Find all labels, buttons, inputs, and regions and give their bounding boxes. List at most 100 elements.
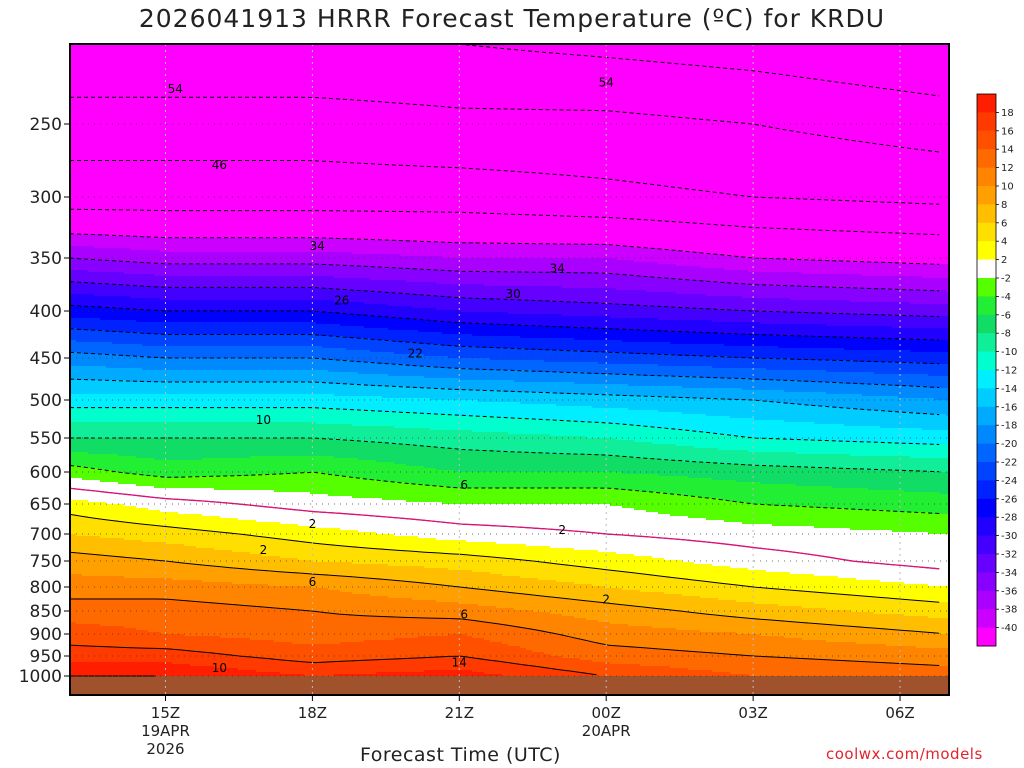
heat-cell [388, 254, 395, 269]
heat-cell [478, 402, 485, 417]
heat-cell [76, 270, 83, 283]
heat-cell [514, 360, 521, 371]
heat-cell [274, 438, 281, 457]
heat-cell [142, 310, 149, 323]
heat-cell [700, 564, 707, 583]
heat-cell [76, 662, 83, 677]
heat-cell [394, 254, 401, 269]
heat-cell [454, 400, 461, 417]
heat-cell [112, 308, 119, 321]
heat-cell [562, 504, 569, 549]
heat-cell [598, 374, 605, 385]
heat-cell [214, 238, 221, 253]
heat-cell [388, 640, 395, 661]
heat-cell [898, 362, 905, 375]
heat-cell [466, 542, 473, 557]
heat-cell [274, 538, 281, 557]
heat-cell [484, 660, 491, 675]
heat-cell [766, 272, 773, 287]
heat-cell [112, 368, 119, 381]
heat-cell [460, 620, 467, 635]
x-tick-label: 20APR [582, 722, 631, 740]
heat-cell [616, 364, 623, 375]
heat-cell [154, 510, 161, 527]
heat-cell [670, 460, 677, 477]
heat-cell [586, 374, 593, 385]
heat-cell [406, 282, 413, 295]
heat-cell [574, 672, 581, 677]
heat-cell [790, 336, 797, 349]
heat-cell [310, 562, 317, 575]
heat-cell [346, 350, 353, 361]
y-tick-label: 800 [30, 578, 62, 598]
heat-cell [646, 330, 653, 343]
heat-cell [478, 258, 485, 273]
heat-cell [106, 626, 113, 647]
heat-cell [460, 358, 467, 369]
source-credit[interactable]: coolwx.com/models [826, 745, 983, 763]
heat-cell [550, 614, 557, 635]
heat-cell [478, 606, 485, 623]
heat-cell [694, 44, 701, 253]
heat-cell [388, 376, 395, 387]
heat-cell [148, 598, 155, 633]
heat-cell [262, 322, 269, 335]
heat-cell [244, 346, 251, 359]
heat-cell [364, 386, 371, 397]
heat-cell [328, 276, 335, 289]
heat-cell [244, 534, 251, 553]
heat-cell [358, 302, 365, 315]
heat-cell [382, 340, 389, 353]
heat-cell [232, 370, 239, 383]
heat-cell [748, 298, 755, 311]
heat-cell [844, 578, 851, 595]
heat-cell [478, 450, 485, 473]
heat-cell [430, 670, 437, 677]
heat-cell [394, 566, 401, 581]
heat-cell [796, 440, 803, 455]
heat-cell [136, 322, 143, 333]
heat-cell [724, 270, 731, 283]
heat-cell [604, 258, 611, 275]
heat-cell [316, 288, 323, 301]
heat-cell [388, 318, 395, 331]
heat-cell [214, 550, 221, 567]
heat-cell [424, 282, 431, 297]
heat-cell [178, 600, 185, 635]
heat-cell [232, 552, 239, 569]
heat-cell [928, 534, 935, 587]
heat-cell [868, 372, 875, 385]
heat-cell [616, 246, 623, 261]
heat-cell [310, 334, 317, 347]
heat-cell [652, 458, 659, 475]
heat-cell [694, 388, 701, 399]
heat-cell [436, 388, 443, 401]
heat-cell [940, 648, 947, 667]
heat-cell [238, 238, 245, 253]
heat-cell [820, 624, 827, 641]
heat-cell [538, 326, 545, 339]
heat-cell [304, 346, 311, 359]
heat-cell [244, 458, 251, 477]
heat-cell [730, 400, 737, 419]
heat-cell [826, 314, 833, 327]
heat-cell [184, 300, 191, 311]
heat-cell [262, 408, 269, 423]
heat-cell [574, 340, 581, 351]
heat-cell [286, 492, 293, 525]
heat-cell [682, 252, 689, 267]
heat-cell [664, 412, 671, 429]
heat-cell [478, 272, 485, 285]
heat-cell [574, 454, 581, 473]
heat-cell [532, 488, 539, 505]
heat-cell [802, 336, 809, 349]
heat-cell [790, 606, 797, 623]
heat-cell [784, 272, 791, 287]
heat-cell [874, 302, 881, 315]
heat-cell [154, 542, 161, 561]
heat-cell [412, 354, 419, 367]
heat-cell [490, 542, 497, 559]
heat-cell [694, 670, 701, 677]
legend-swatch [977, 572, 996, 592]
heat-cell [292, 674, 299, 677]
